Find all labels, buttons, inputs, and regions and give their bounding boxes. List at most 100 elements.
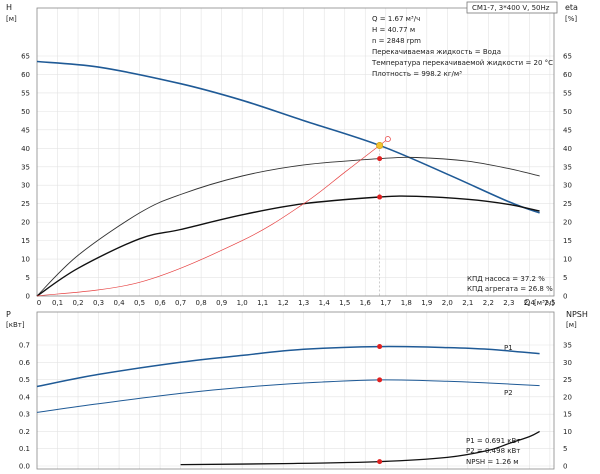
h-tick-label: 40 — [21, 145, 30, 153]
curve-p2 — [36, 379, 540, 413]
curve-system — [36, 138, 389, 297]
eta-axis-name: eta — [565, 3, 578, 12]
eta-tick-label: 15 — [563, 237, 572, 245]
q-tick-label: 0 — [37, 299, 41, 307]
q-tick-label: 0,3 — [93, 299, 104, 307]
info-h: H = 40.77 м — [372, 26, 415, 34]
bottom-panel-grid — [37, 312, 554, 469]
q-tick-label: 1,9 — [421, 299, 432, 307]
duty-point-markers — [376, 136, 391, 465]
h-tick-label: 60 — [21, 71, 30, 79]
h-tick-label: 25 — [21, 200, 30, 208]
q-tick-label: 1,7 — [380, 299, 391, 307]
npsh-tick-label: 0 — [563, 463, 567, 471]
info-liquid: Перекачиваемая жидкость = Вода — [372, 48, 501, 56]
q-tick-label: 1,1 — [257, 299, 268, 307]
q-tick-label: 2,2 — [483, 299, 494, 307]
h-tick-label: 15 — [21, 237, 30, 245]
npsh-tick-label: 10 — [563, 428, 572, 436]
h-axis-name: H — [6, 3, 12, 12]
eta-tick-label: 40 — [563, 145, 572, 153]
duty-point-p2 — [377, 377, 383, 383]
eta-tick-label: 65 — [563, 53, 572, 61]
eta-tick-label: 0 — [563, 293, 567, 301]
q-tick-label: 1,2 — [278, 299, 289, 307]
eta-tick-label: 20 — [563, 219, 572, 227]
h-tick-label: 0 — [26, 293, 30, 301]
q-axis-unit: [м³/ч] — [534, 299, 554, 307]
pump-efficiency-label: КПД насоса = 37.2 % — [467, 275, 545, 283]
q-tick-label: 0,4 — [113, 299, 125, 307]
npsh-tick-label: 30 — [563, 359, 572, 367]
eta-axis-unit: [%] — [565, 15, 577, 23]
p-axis-name: P — [6, 310, 11, 319]
q-tick-label: 2,3 — [503, 299, 514, 307]
h-tick-label: 65 — [21, 53, 30, 61]
h-tick-label: 35 — [21, 163, 30, 171]
h-tick-label: 5 — [26, 274, 30, 282]
p-tick-label: 0.5 — [19, 376, 30, 384]
info-n: n = 2848 rpm — [372, 37, 421, 45]
q-tick-label: 1,5 — [339, 299, 350, 307]
eta-tick-label: 10 — [563, 256, 572, 264]
q-tick-label: 1,0 — [237, 299, 248, 307]
npsh-tick-label: 20 — [563, 393, 572, 401]
p-tick-label: 0.7 — [19, 342, 30, 350]
duty-point-p1 — [377, 344, 383, 350]
eta-tick-label: 55 — [563, 89, 572, 97]
p-tick-label: 0.2 — [19, 428, 30, 436]
model-box — [466, 1, 558, 14]
eta-tick-label: 35 — [563, 163, 572, 171]
curve-p1 — [36, 345, 540, 388]
q-tick-label: 0,5 — [134, 299, 145, 307]
info-p1: P1 = 0.691 кВт — [466, 437, 520, 445]
duty-info: Q = 1.67 м³/ч H = 40.77 м n = 2848 rpm П… — [371, 15, 553, 78]
q-tick-label: 1,6 — [360, 299, 372, 307]
p-tick-label: 0.0 — [19, 463, 30, 471]
curve-eta-pump — [36, 156, 540, 297]
npsh-tick-label: 25 — [563, 376, 572, 384]
h-tick-label: 20 — [21, 219, 30, 227]
p-tick-label: 0.6 — [19, 359, 31, 367]
npsh-tick-label: 5 — [563, 445, 567, 453]
eta-tick-label: 60 — [563, 71, 572, 79]
npsh-axis-name: NPSH — [566, 310, 588, 319]
h-tick-label: 10 — [21, 256, 30, 264]
h-tick-label: 30 — [21, 182, 30, 190]
q-tick-label: 2,1 — [462, 299, 473, 307]
info-npsh: NPSH = 1.26 м — [466, 458, 519, 466]
h-tick-label: 55 — [21, 89, 30, 97]
q-tick-label: 1,3 — [298, 299, 309, 307]
eta-tick-label: 25 — [563, 200, 572, 208]
q-tick-label: 0,2 — [72, 299, 83, 307]
q-axis-name: Q — [524, 298, 530, 307]
q-tick-label: 0,9 — [216, 299, 227, 307]
bottom-panel-frame — [36, 311, 555, 470]
q-tick-label: 2,0 — [442, 299, 453, 307]
h-tick-label: 45 — [21, 126, 30, 134]
p-tick-label: 0.4 — [19, 393, 31, 401]
npsh-axis-unit: [м] — [566, 321, 577, 329]
p-tick-label: 0.3 — [19, 411, 30, 419]
q-tick-label: 0,7 — [175, 299, 186, 307]
p-tick-label: 0.1 — [19, 445, 30, 453]
model-label: CM1-7, 3*400 V, 50Hz — [472, 4, 550, 12]
unit-efficiency-label: КПД агрегата = 26.8 % — [467, 285, 553, 293]
eta-tick-label: 50 — [563, 108, 572, 116]
npsh-tick-label: 15 — [563, 411, 572, 419]
p1-curve-label: P1 — [504, 344, 513, 352]
duty-point-head — [376, 141, 384, 149]
q-tick-label: 0,8 — [196, 299, 207, 307]
curves — [36, 60, 540, 466]
system-curve-end — [384, 136, 391, 143]
q-tick-label: 0,1 — [52, 299, 63, 307]
info-q: Q = 1.67 м³/ч — [372, 15, 420, 23]
duty-point-eta-pump — [377, 156, 383, 162]
info-density: Плотность = 998.2 кг/м³ — [372, 70, 462, 78]
q-tick-label: 2,4 — [524, 299, 536, 307]
eta-tick-label: 30 — [563, 182, 572, 190]
npsh-tick-label: 35 — [563, 342, 572, 350]
h-axis-unit: [м] — [6, 15, 17, 23]
q-tick-label: 1,8 — [401, 299, 412, 307]
